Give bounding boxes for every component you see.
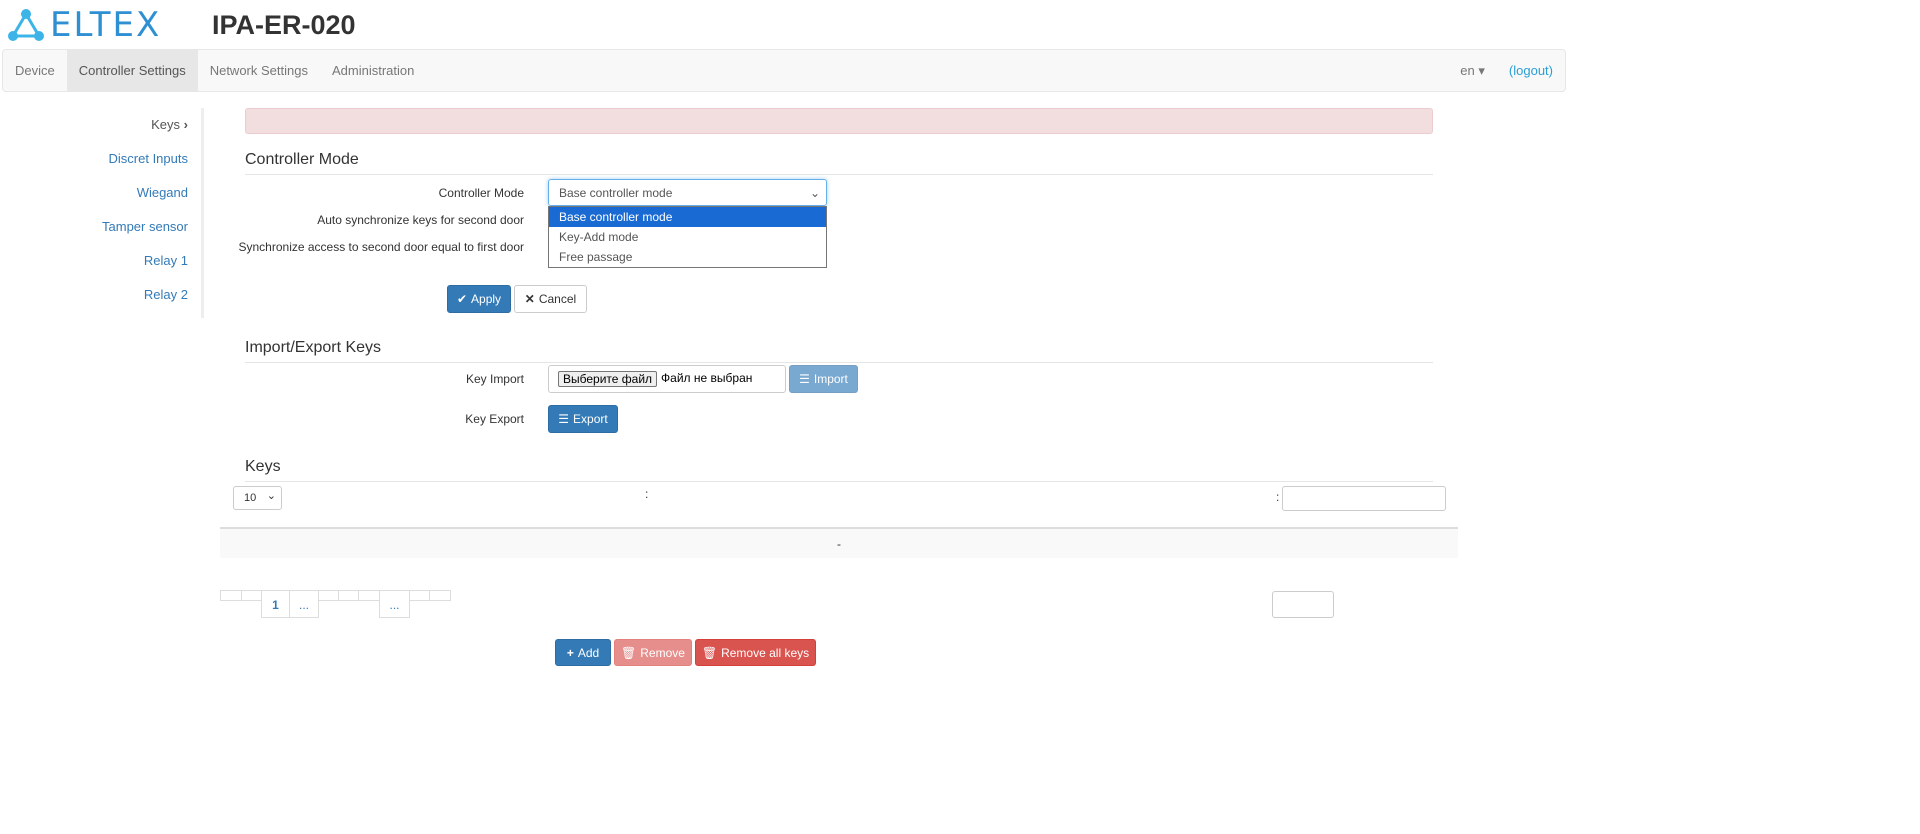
language-dropdown[interactable]: en ▾ xyxy=(1448,50,1497,91)
tab-administration[interactable]: Administration xyxy=(331,63,415,78)
option-free-passage[interactable]: Free passage xyxy=(559,250,633,264)
table-empty-row: - xyxy=(220,527,1458,558)
page-link[interactable] xyxy=(358,590,380,601)
apply-button[interactable]: ✔ Apply xyxy=(447,285,511,313)
option-key-add-mode[interactable]: Key-Add mode xyxy=(559,230,639,244)
alert-box xyxy=(245,108,1433,134)
key-import-label: Key Import xyxy=(465,372,524,386)
sidebar-item-relay-2[interactable]: Relay 2 xyxy=(143,287,188,302)
page-prev[interactable] xyxy=(241,590,262,601)
page-size-select[interactable]: 10 ⌄ xyxy=(233,486,282,510)
keys-heading: Keys xyxy=(245,458,1433,482)
remove-button[interactable]: 🗑 Remove xyxy=(614,639,692,666)
page-first[interactable] xyxy=(220,590,242,601)
export-button[interactable]: ☰ Export xyxy=(548,405,618,433)
sidebar-item-wiegand[interactable]: Wiegand xyxy=(136,185,188,200)
search-input[interactable] xyxy=(1282,486,1446,511)
controller-mode-select[interactable]: Base controller mode ⌄ xyxy=(548,179,827,206)
language-value: en xyxy=(1460,63,1475,78)
key-export-label: Key Export xyxy=(465,412,524,426)
trash-icon: 🗑 xyxy=(621,645,637,660)
sidebar-item-tamper-sensor[interactable]: Tamper sensor xyxy=(102,219,188,234)
table-info-colon: : xyxy=(645,487,649,501)
page-next[interactable] xyxy=(409,590,430,601)
trash-icon: 🗑 xyxy=(701,645,718,660)
check-icon: ✔ xyxy=(456,292,468,306)
page-1[interactable]: 1 xyxy=(261,590,290,618)
remove-all-keys-button[interactable]: 🗑 Remove all keys xyxy=(695,639,816,666)
eltex-logo: ELTEX xyxy=(8,5,162,45)
sidebar: Keys › Discret Inputs Wiegand Tamper sen… xyxy=(60,108,204,318)
add-button[interactable]: + Add xyxy=(555,639,611,666)
sidebar-item-relay-1[interactable]: Relay 1 xyxy=(143,253,188,268)
plus-icon: + xyxy=(566,645,574,660)
tab-controller-settings[interactable]: Controller Settings xyxy=(66,50,198,91)
controller-mode-label: Controller Mode xyxy=(438,186,524,200)
sidebar-item-keys[interactable]: Keys › xyxy=(151,117,188,132)
option-base-controller-mode[interactable]: Base controller mode xyxy=(549,207,826,227)
top-nav: Device Controller Settings Network Setti… xyxy=(2,49,1566,92)
search-colon: : xyxy=(1276,490,1280,504)
sync-access-label: Synchronize access to second door equal … xyxy=(238,240,525,254)
chevron-down-icon: ⌄ xyxy=(266,490,276,502)
controller-mode-heading: Controller Mode xyxy=(245,151,1433,175)
page-ellipsis[interactable]: ... xyxy=(379,590,410,618)
sidebar-item-discret-inputs[interactable]: Discret Inputs xyxy=(108,151,188,166)
caret-down-icon: ▾ xyxy=(1478,63,1485,78)
page-ellipsis[interactable]: ... xyxy=(289,590,319,618)
go-to-page-input[interactable] xyxy=(1272,591,1334,618)
close-icon: ✕ xyxy=(524,292,535,306)
key-import-file-input[interactable]: Выберите файл Файл не выбран xyxy=(548,365,786,393)
list-export-icon: ☰ xyxy=(558,412,570,426)
list-import-icon: ☰ xyxy=(799,372,810,386)
chevron-down-icon: ⌄ xyxy=(809,186,820,200)
tab-network-settings[interactable]: Network Settings xyxy=(209,63,308,78)
page-link[interactable] xyxy=(338,590,359,601)
page-link[interactable] xyxy=(318,590,339,601)
cancel-button[interactable]: ✕ Cancel xyxy=(514,285,587,313)
device-title: IPA-ER-020 xyxy=(212,10,356,40)
chevron-right-icon: › xyxy=(183,117,188,132)
auto-sync-label: Auto synchronize keys for second door xyxy=(317,213,524,227)
controller-mode-options: Base controller mode Key-Add mode Free p… xyxy=(548,206,827,268)
page-last[interactable] xyxy=(429,590,451,601)
logo-text: ELTEX xyxy=(50,5,162,45)
logo-network-icon xyxy=(8,9,44,41)
logout-link[interactable]: (logout) xyxy=(1508,63,1553,78)
file-status: Файл не выбран xyxy=(661,371,753,385)
choose-file-button[interactable]: Выберите файл xyxy=(558,371,658,387)
import-export-heading: Import/Export Keys xyxy=(245,339,1433,363)
tab-device[interactable]: Device xyxy=(15,63,55,78)
import-button[interactable]: ☰ Import xyxy=(789,365,858,393)
